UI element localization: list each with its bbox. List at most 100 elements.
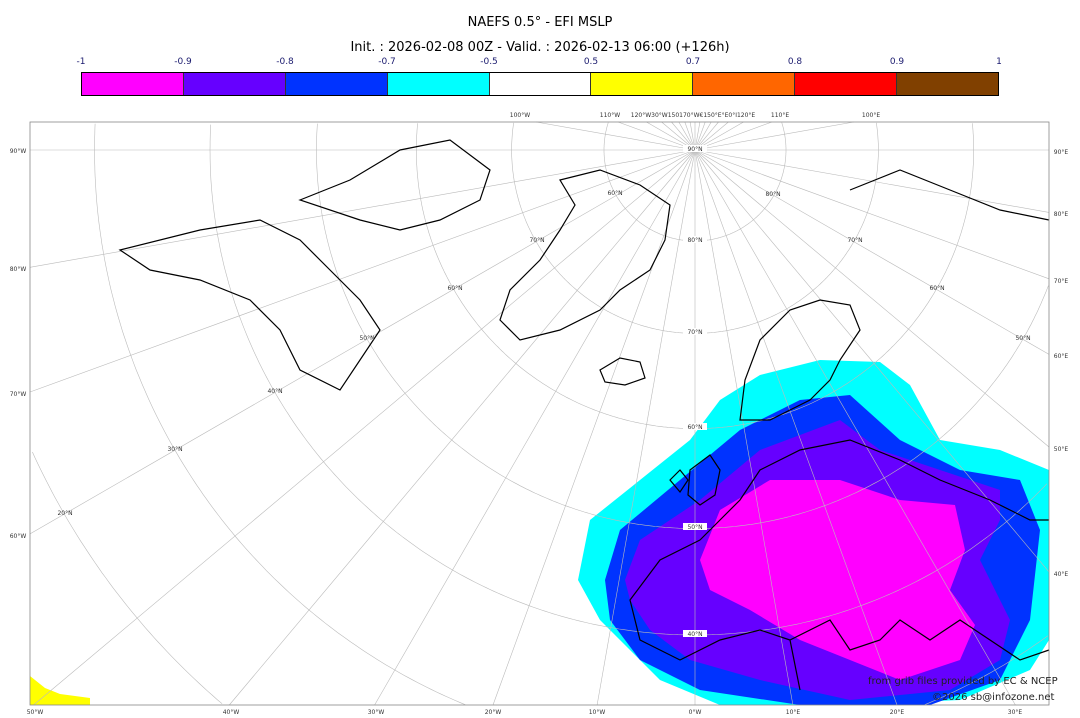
map-label: 40°E [1054, 571, 1069, 578]
colorbar-tick-label: 0.7 [685, 57, 701, 67]
label-background [683, 145, 707, 152]
map-frame [29, 121, 1050, 706]
label-background [683, 328, 707, 335]
map-label: 70°N [529, 237, 544, 244]
label-background [683, 236, 707, 243]
colorbar-tick-label: 0.9 [889, 57, 905, 67]
meridian-line [492, 149, 696, 706]
map-label: 60°N [929, 285, 944, 292]
meridian-line [596, 149, 696, 706]
label-background [683, 423, 707, 430]
colorbar-bin-8 [897, 73, 999, 95]
efi-magenta-area [700, 480, 975, 680]
colorbar-tick-label: 0.5 [583, 57, 599, 67]
map-label: 50°E [1054, 446, 1069, 453]
map-label: 40°N [687, 631, 702, 638]
colorbar-tick-label: -0.7 [378, 57, 396, 67]
meridian-line [694, 149, 1050, 448]
label-background [683, 523, 707, 530]
map-label: 40°W [223, 709, 240, 716]
map-label: 20°N [57, 510, 72, 517]
map-label: 20°W [485, 709, 502, 716]
meridian-line [694, 149, 1016, 706]
credit-source: from grib files provided by EC & NCEP [868, 676, 1058, 687]
map-label: 30°W [368, 709, 385, 716]
map-label: 60°N [447, 285, 462, 292]
coastlines [118, 139, 1050, 691]
map-label: 120°W30°W150170°W€150°E°E0°I120°E [631, 112, 756, 119]
colorbar-tick-label: 0.8 [787, 57, 803, 67]
map-label: 100°E [862, 112, 880, 119]
map-label: 0°W [689, 709, 702, 716]
parallel-line [32, 451, 223, 704]
colorbar-tick-label: -0.8 [276, 57, 294, 67]
colorbar-bin-4 [489, 73, 592, 95]
map-label: 90°N [687, 146, 702, 153]
map-label: 110°E [771, 112, 789, 119]
parallel-line [316, 123, 1049, 529]
meridian-line [29, 149, 696, 393]
efi-yellow-area [30, 676, 90, 705]
meridian-line [694, 149, 898, 706]
meridian-line [694, 121, 773, 151]
map-label: 110°W [600, 112, 620, 119]
map-label: 60°W [10, 533, 27, 540]
parallel-line [603, 122, 787, 242]
colorbar-tick-label: -1 [76, 57, 86, 67]
map-label: 60°N [687, 424, 702, 431]
colorbar-bin-3 [387, 73, 490, 95]
colorbar-bin-7 [795, 73, 898, 95]
map-label: 50°N [1015, 335, 1030, 342]
credit-copyright: ©2026 sb@infozone.net [932, 692, 1055, 703]
meridian-line [694, 121, 854, 151]
colorbar [81, 72, 999, 96]
parallel-line [511, 122, 879, 334]
parallel-line [416, 123, 974, 429]
efi-shading [30, 360, 1049, 705]
label-background [683, 630, 707, 637]
map-label: 70°N [847, 237, 862, 244]
parallel-line [94, 123, 1049, 705]
meridian-line [33, 149, 696, 706]
meridian-line [229, 149, 696, 706]
colorbar-bin-5 [591, 73, 694, 95]
map-label: 90°W [10, 148, 27, 155]
meridian-line [694, 149, 1050, 355]
meridian-line [617, 121, 696, 151]
colorbar-tick-label: -0.9 [174, 57, 192, 67]
meridian-line [374, 149, 696, 706]
map-label: 30°E [1008, 709, 1023, 716]
map-label: 50°N [359, 335, 374, 342]
map-label: 80°W [10, 266, 27, 273]
map-label: 80°N [687, 237, 702, 244]
map-label: 60°N [607, 190, 622, 197]
colorbar-bin-6 [693, 73, 796, 95]
colorbar-tick-label: -0.5 [480, 57, 498, 67]
map-label: 50°W [27, 709, 44, 716]
colorbar-bin-2 [285, 73, 388, 95]
map-label: 20°E [890, 709, 905, 716]
colorbar-tick-label: 1 [996, 57, 1002, 67]
map-label: 30°N [167, 446, 182, 453]
meridian-line [29, 149, 696, 268]
map-label: 80°E [1054, 211, 1069, 218]
map-label: 10°E [786, 709, 801, 716]
map-label: 80°N [765, 191, 780, 198]
meridian-line [536, 121, 696, 151]
map-label: 40°N [267, 388, 282, 395]
colorbar-bin-1 [183, 73, 286, 95]
colorbar-bin-0 [82, 73, 184, 95]
map-label: 50°N [687, 524, 702, 531]
map-label: 60°E [1054, 353, 1069, 360]
meridian-line [694, 149, 1050, 573]
map-label: 90°E [1054, 149, 1069, 156]
chart-title: NAEFS 0.5° - EFI MSLP [467, 15, 613, 30]
map-label: 100°W [510, 112, 530, 119]
meridian-line [29, 149, 696, 535]
map-label: 70°E [1054, 278, 1069, 285]
graticule [29, 121, 1050, 706]
meridian-line [694, 149, 794, 706]
map-label: 10°W [589, 709, 606, 716]
chart-subtitle: Init. : 2026-02-08 00Z - Valid. : 2026-0… [350, 40, 730, 55]
